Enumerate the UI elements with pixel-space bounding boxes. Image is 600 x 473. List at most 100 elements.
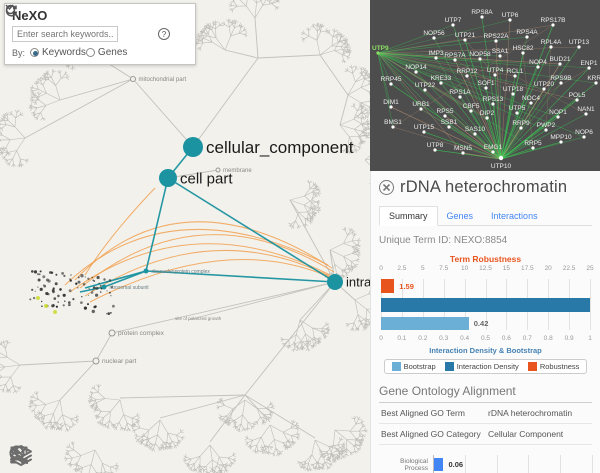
network-node-pol5[interactable] bbox=[575, 98, 579, 102]
network-node-nop14[interactable] bbox=[414, 70, 418, 74]
network-node-cbf5[interactable] bbox=[469, 109, 473, 113]
network-node-utp22[interactable] bbox=[423, 88, 427, 92]
network-node-hsc82[interactable] bbox=[521, 51, 525, 55]
radio-dot-icon[interactable] bbox=[85, 48, 95, 57]
term-node-intracellular[interactable] bbox=[327, 274, 343, 290]
network-node-label: POL5 bbox=[569, 92, 586, 99]
network-node-rps4a[interactable] bbox=[525, 35, 529, 39]
network-edge bbox=[500, 46, 552, 160]
tree-edge bbox=[111, 281, 336, 334]
network-node-utp21[interactable] bbox=[463, 38, 467, 42]
network-node-nop4[interactable] bbox=[536, 65, 540, 69]
search-icon[interactable] bbox=[5, 4, 136, 41]
help-icon[interactable]: ? bbox=[158, 28, 170, 40]
network-node-utp13[interactable] bbox=[577, 45, 581, 49]
network-node-utp20[interactable] bbox=[542, 87, 546, 91]
network-edge bbox=[440, 82, 502, 160]
network-node-ssa1[interactable] bbox=[498, 54, 502, 58]
network-node-noc4[interactable] bbox=[529, 101, 533, 105]
network-node-utp7[interactable] bbox=[451, 23, 455, 27]
network-node-rps7a[interactable] bbox=[453, 58, 457, 62]
collapse-icon[interactable] bbox=[10, 444, 131, 468]
zoom-out-button[interactable] bbox=[9, 444, 65, 468]
term-node-membrane[interactable] bbox=[215, 167, 221, 173]
network-node-bms1[interactable] bbox=[391, 125, 395, 129]
tree-branches bbox=[0, 109, 29, 168]
tab-summary[interactable]: Summary bbox=[379, 206, 438, 226]
network-node-rps9b[interactable] bbox=[559, 81, 563, 85]
network-node-sas10[interactable] bbox=[473, 132, 477, 136]
network-node-emg1[interactable] bbox=[491, 150, 495, 154]
network-node-rrp45[interactable] bbox=[389, 82, 393, 86]
network-node-mpp10[interactable] bbox=[559, 140, 563, 144]
network-node-nop6[interactable] bbox=[582, 135, 586, 139]
app-title: NeXO bbox=[12, 8, 48, 23]
refresh-icon[interactable] bbox=[5, 5, 154, 41]
network-node-rrp12[interactable] bbox=[465, 74, 469, 78]
network-node-rps13[interactable] bbox=[491, 102, 495, 106]
term-node-cell-part[interactable] bbox=[159, 169, 177, 187]
network-node-utp4[interactable] bbox=[493, 73, 497, 77]
radio-keywords[interactable]: Keywords bbox=[30, 47, 86, 58]
network-node-nan1[interactable] bbox=[584, 112, 588, 116]
network-node-utp18[interactable] bbox=[511, 92, 515, 96]
term-node-cellular-component[interactable] bbox=[183, 137, 203, 157]
axis-tick: 0.3 bbox=[439, 335, 449, 342]
term-label: membrane bbox=[223, 168, 252, 174]
network-node-nop1[interactable] bbox=[556, 115, 560, 119]
network-node-dim1[interactable] bbox=[389, 105, 393, 109]
network-node-imp3[interactable] bbox=[434, 56, 438, 60]
tree-branches bbox=[339, 102, 370, 155]
network-node-label: UTP5 bbox=[509, 105, 526, 112]
term-node-ribosomal-subunit[interactable] bbox=[101, 284, 107, 290]
network-node-enp1[interactable] bbox=[587, 66, 591, 70]
term-node-ribonucleoprotein-complex[interactable] bbox=[143, 268, 149, 274]
term-node-protein-complex[interactable] bbox=[108, 329, 116, 337]
network-node-utp6[interactable] bbox=[508, 18, 512, 22]
network-node-kre33[interactable] bbox=[439, 81, 443, 85]
radio-genes[interactable]: Genes bbox=[85, 47, 127, 58]
alignment-category-label: Biological Process bbox=[400, 457, 428, 472]
radio-dot-icon[interactable] bbox=[30, 48, 40, 57]
search-input[interactable] bbox=[12, 26, 118, 42]
network-node-urb1[interactable] bbox=[419, 107, 423, 111]
network-node-dip2[interactable] bbox=[485, 116, 489, 120]
layers-icon[interactable] bbox=[10, 444, 164, 468]
tab-genes[interactable]: Genes bbox=[446, 211, 474, 221]
interaction-network-panel[interactable]: UTP9 RPS8A UTP6 RPS17B UTP7 NOP56 UTP21 RPS22A R… bbox=[370, 0, 600, 171]
network-node-utp9[interactable] bbox=[376, 51, 380, 55]
network-node-nop58[interactable] bbox=[478, 57, 482, 61]
network-node-bud21[interactable] bbox=[558, 62, 562, 66]
network-node-nop56[interactable] bbox=[432, 36, 436, 40]
network-node-pwp2[interactable] bbox=[544, 128, 548, 132]
network-node-rps5[interactable] bbox=[443, 114, 447, 118]
network-edge bbox=[500, 19, 511, 160]
network-edge bbox=[454, 59, 502, 160]
network-node-rrp5[interactable] bbox=[531, 146, 535, 150]
network-node-rpl4a[interactable] bbox=[549, 45, 553, 49]
network-node-sof1[interactable] bbox=[484, 86, 488, 90]
network-node-ssb1[interactable] bbox=[447, 125, 451, 129]
network-node-rcl1[interactable] bbox=[513, 74, 517, 78]
fit-to-screen-button[interactable] bbox=[10, 444, 98, 468]
tab-interactions[interactable]: Interactions bbox=[491, 211, 538, 221]
network-edge bbox=[500, 93, 514, 160]
go-alignment-table: Best Aligned GO Term rDNA heterochromatin… bbox=[379, 403, 592, 445]
network-node-utp10[interactable] bbox=[498, 155, 504, 161]
term-node-nuclear-part[interactable] bbox=[92, 357, 100, 365]
chevron-down-icon[interactable] bbox=[5, 4, 188, 41]
network-node-rps1a[interactable] bbox=[458, 95, 462, 99]
network-node-rps8a[interactable] bbox=[480, 15, 484, 19]
network-node-msn5[interactable] bbox=[461, 151, 465, 155]
network-node-utp5[interactable] bbox=[515, 111, 519, 115]
close-icon[interactable] bbox=[379, 180, 394, 195]
network-node-utp15[interactable] bbox=[422, 130, 426, 134]
network-node-rrp9[interactable] bbox=[519, 126, 523, 130]
network-node-krr1[interactable] bbox=[594, 81, 598, 85]
network-node-rps22a[interactable] bbox=[494, 39, 498, 43]
network-edge bbox=[377, 52, 392, 85]
term-node-mitochondrial-part[interactable] bbox=[130, 76, 136, 82]
network-node-rps17b[interactable] bbox=[551, 23, 555, 27]
network-node-utp8[interactable] bbox=[433, 148, 437, 152]
